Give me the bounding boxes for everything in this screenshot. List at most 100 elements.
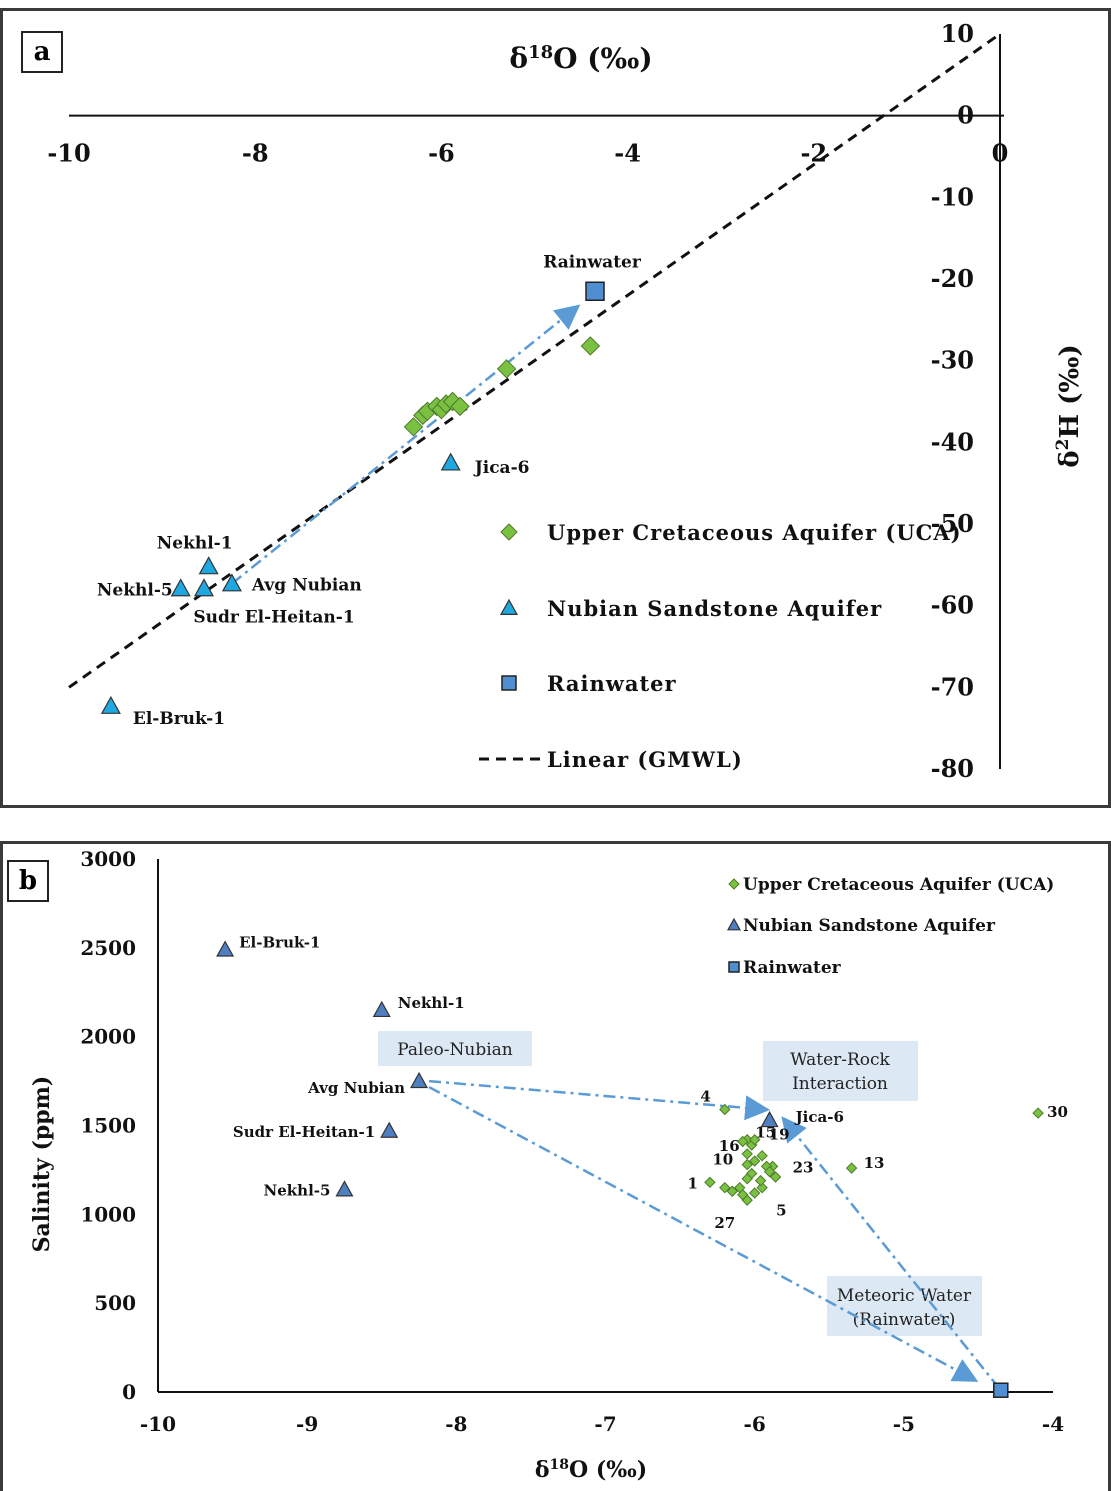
uca-point — [719, 1103, 731, 1116]
uca-point-label: 19 — [769, 1126, 790, 1144]
legend-label: Upper Cretaceous Aquifer (UCA) — [743, 875, 1054, 895]
nubian-point-label: Nekhl-1 — [398, 994, 465, 1012]
uca-point — [748, 1134, 761, 1146]
nubian-point — [216, 940, 235, 957]
uca-point — [580, 336, 601, 356]
rainwater-point — [585, 281, 605, 301]
x-tick-label: -10 — [140, 1412, 176, 1436]
y-tick-label: -70 — [931, 672, 974, 701]
x-tick-label: -6 — [428, 139, 455, 168]
y-axis-title: Salinity (ppm) — [29, 1076, 55, 1253]
callout-paleo-nubian-text: Paleo-Nubian — [397, 1040, 513, 1060]
gmwl-line — [68, 32, 1001, 689]
uca-point — [756, 1149, 768, 1162]
legend-label: Nubian Sandstone Aquifer — [743, 916, 996, 936]
x-tick-label: -8 — [445, 1412, 467, 1436]
uca-point-label: 10 — [712, 1151, 733, 1169]
callout-paleo-nubian-box — [378, 1031, 532, 1066]
legend-rain-marker — [501, 675, 517, 691]
arrow-paleo-to-meteoric — [428, 1085, 979, 1382]
y-tick-label: -40 — [931, 427, 974, 456]
uca-point — [741, 1148, 753, 1160]
uca-point-label: 15 — [755, 1124, 776, 1142]
y-tick-label: 1000 — [80, 1202, 136, 1226]
uca-point-label: 30 — [1047, 1103, 1068, 1121]
nubian-point — [170, 578, 191, 597]
uca-point-label: 27 — [714, 1214, 735, 1232]
legend-label: Nubian Sandstone Aquifer — [547, 596, 882, 621]
legend-label: Linear (GMWL) — [547, 747, 743, 772]
panel-a-label: a — [21, 31, 63, 73]
uca-point — [403, 417, 424, 437]
uca-point-label: 5 — [776, 1202, 786, 1220]
uca-point — [769, 1171, 782, 1183]
trend-arrow — [231, 304, 581, 585]
chart-a: -10 -8 -6 -4 -2 0100-10-20-30-40-50-60-70-80δ… — [47, 19, 1085, 783]
uca-point — [726, 1185, 738, 1197]
nubian-point — [410, 1071, 429, 1089]
y-tick-label: -10 — [931, 182, 974, 211]
y-axis-title: δ2H (‰) — [1053, 344, 1085, 467]
uca-point — [741, 1158, 753, 1171]
legend-label: Rainwater — [547, 671, 677, 696]
uca-point-label: 4 — [700, 1088, 710, 1106]
uca-point — [763, 1165, 776, 1178]
nubian-point — [372, 1000, 391, 1018]
y-tick-label: -20 — [931, 264, 974, 293]
uca-point-label: 23 — [793, 1158, 814, 1176]
uca-point — [1032, 1107, 1044, 1119]
x-tick-label: -7 — [594, 1412, 616, 1436]
nubian-point — [221, 573, 242, 592]
nubian-point-label: Nekhl-1 — [157, 533, 233, 553]
rainwater-point-label: Rainwater — [543, 252, 642, 272]
x-tick-label: -4 — [1042, 1412, 1064, 1436]
uca-point — [748, 1155, 761, 1167]
uca-point-label: 16 — [719, 1137, 740, 1155]
x-axis-title: δ18O (‰) — [509, 42, 652, 76]
nubian-point-label: Jica-6 — [794, 1108, 844, 1126]
nubian-point-label: El-Bruk-1 — [133, 709, 225, 729]
uca-point — [748, 1187, 761, 1199]
rainwater-point — [993, 1382, 1009, 1398]
x-tick-label: -2 — [800, 139, 827, 168]
y-tick-label: -50 — [931, 509, 974, 538]
callout-meteoric-text: (Rainwater) — [853, 1310, 956, 1330]
x-tick-label: 0 — [992, 139, 1009, 168]
panel-b-label: b — [7, 860, 49, 902]
nubian-point — [198, 556, 219, 575]
uca-point — [737, 1189, 749, 1201]
x-tick-label: -6 — [744, 1412, 766, 1436]
nubian-point — [440, 452, 461, 471]
y-tick-label: -80 — [931, 754, 974, 783]
y-tick-label: 0 — [957, 101, 974, 130]
arrow-paleo-to-wr — [428, 1079, 771, 1121]
panel-b: b -10 -9 -8 -7 -6 -5 -4 3000 2500 2000 1500 1000 500… — [0, 841, 1111, 1491]
panel-a: a -10 -8 -6 -4 -2 0 10 0 -10 -20 -30 -40 -50 -60 -70 -8… — [0, 8, 1111, 808]
nubian-point — [380, 1121, 399, 1138]
x-tick-label: -9 — [296, 1412, 318, 1436]
legend-label: Upper Cretaceous Aquifer (UCA) — [547, 520, 962, 545]
nubian-point-label: Nekhl-5 — [97, 581, 173, 601]
nubian-point-label: Sudr El-Heitan-1 — [233, 1123, 375, 1141]
nubian-point — [335, 1180, 354, 1197]
y-tick-label: 3000 — [80, 847, 136, 871]
nubian-point — [193, 578, 215, 597]
uca-point-label: 1 — [687, 1174, 697, 1192]
uca-point — [450, 396, 470, 417]
y-tick-label: 1500 — [80, 1114, 136, 1138]
callout-water-rock-box — [763, 1041, 918, 1101]
nubian-point-label: El-Bruk-1 — [239, 934, 320, 952]
legend-nubian-marker — [499, 598, 519, 616]
nubian-point — [760, 1110, 779, 1128]
uca-point — [754, 1174, 767, 1187]
y-tick-label: 2500 — [80, 936, 136, 960]
uca-point — [737, 1135, 749, 1148]
uca-point — [845, 1162, 858, 1174]
nubian-point-label: Avg Nubian — [307, 1079, 405, 1097]
legend-nubian-marker — [726, 917, 742, 931]
uca-point — [496, 359, 517, 379]
legend-uca-marker — [728, 878, 740, 890]
nubian-point-label: Nekhl-5 — [264, 1181, 331, 1199]
y-tick-label: 10 — [941, 19, 974, 48]
y-tick-label: 2000 — [80, 1025, 136, 1049]
